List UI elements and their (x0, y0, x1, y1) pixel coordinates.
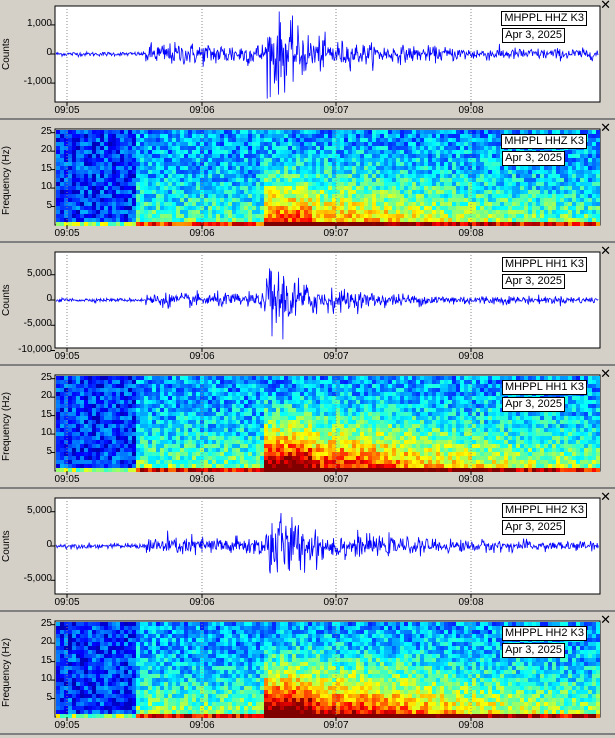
x-tick-label: 09:05 (54, 351, 80, 362)
y-tick-label: 10 (40, 673, 52, 685)
spectrogram-chart (51, 374, 601, 475)
y-tick-label: 5 (46, 445, 52, 457)
x-tick-label: 09:06 (189, 228, 215, 239)
x-tick-label: 09:06 (189, 597, 215, 608)
spectrogram-cells (56, 376, 600, 472)
spectrogram-panel: Frequency (Hz) 25 20 15 10 5 09:05 09:06 09:07 09… (0, 613, 615, 735)
y-tick-label: 20 (40, 636, 52, 648)
y-tick-label: 15 (40, 162, 52, 174)
y-tick-label: 10 (40, 181, 52, 193)
station-label: MHPPL HH2 K3 (501, 503, 587, 518)
y-tick-label: -1,000 (23, 76, 52, 88)
y-tick-label: 15 (40, 408, 52, 420)
station-label: MHPPL HH2 K3 (501, 626, 587, 641)
y-tick-label: 0 (46, 293, 52, 304)
x-tick-label: 09:07 (323, 720, 349, 731)
y-tick-label: -5,000 (23, 318, 52, 330)
waveform-trace (55, 268, 599, 340)
y-tick-label: 5 (46, 691, 52, 703)
x-tick-label: 09:06 (189, 351, 215, 362)
y-tick-label: 1,000 (26, 17, 52, 29)
waveform-panel: Counts 5,000 0 -5,000 -10,000 09:05 09:06 09:07… (0, 244, 615, 366)
close-icon[interactable]: ✕ (600, 613, 611, 628)
x-tick-label: 09:08 (458, 720, 484, 731)
x-tick-label: 09:08 (458, 105, 484, 116)
y-tick-label: -5,000 (23, 573, 52, 585)
x-tick-label: 09:05 (54, 474, 80, 485)
waveform-trace (55, 512, 599, 574)
date-label: Apr 3, 2025 (502, 643, 565, 658)
date-label: Apr 3, 2025 (502, 151, 565, 166)
y-tick-label: -10,000 (18, 343, 52, 355)
y-tick-label: 25 (40, 371, 52, 383)
y-tick-label: 20 (40, 144, 52, 156)
close-icon[interactable]: ✕ (600, 121, 611, 136)
x-tick-label: 09:05 (54, 597, 80, 608)
x-tick-label: 09:07 (323, 105, 349, 116)
station-label: MHPPL HHZ K3 (501, 11, 587, 26)
date-label: Apr 3, 2025 (502, 274, 565, 289)
station-label: MHPPL HH1 K3 (501, 380, 587, 395)
close-icon[interactable]: ✕ (600, 490, 611, 505)
y-tick-label: 5 (46, 199, 52, 211)
close-icon[interactable]: ✕ (600, 367, 611, 382)
waveform-panel: Counts 5,000 0 -5,000 09:05 09:06 09:07 09:08 MH… (0, 490, 615, 612)
station-label: MHPPL HH1 K3 (501, 257, 587, 272)
x-tick-label: 09:05 (54, 228, 80, 239)
waveform-panel: Counts 1,000 0 -1,000 09:05 09:06 09:07 09:08 MH… (0, 0, 615, 120)
spectrogram-panel: Frequency (Hz) 25 20 15 10 5 09:05 09:06 09:07 09… (0, 367, 615, 489)
spectrogram-chart (51, 128, 601, 229)
spectrogram-cells (56, 130, 600, 226)
x-tick-label: 09:08 (458, 228, 484, 239)
date-label: Apr 3, 2025 (502, 28, 565, 43)
x-tick-label: 09:05 (54, 720, 80, 731)
x-tick-label: 09:08 (458, 474, 484, 485)
y-tick-label: 25 (40, 125, 52, 137)
date-label: Apr 3, 2025 (502, 397, 565, 412)
y-tick-label: 5,000 (26, 504, 52, 516)
close-icon[interactable]: ✕ (600, 0, 611, 13)
x-tick-label: 09:07 (323, 597, 349, 608)
spectrogram-panel: Frequency (Hz) 25 20 15 10 5 09:05 09:06 09:07 09… (0, 121, 615, 243)
y-tick-label: 25 (40, 617, 52, 629)
x-tick-label: 09:07 (323, 351, 349, 362)
y-tick-label: 5,000 (26, 267, 52, 279)
x-tick-label: 09:08 (458, 351, 484, 362)
y-tick-label: 15 (40, 654, 52, 666)
y-tick-label: 0 (46, 47, 52, 58)
x-tick-label: 09:05 (54, 105, 80, 116)
close-icon[interactable]: ✕ (600, 244, 611, 259)
x-tick-label: 09:07 (323, 228, 349, 239)
y-tick-label: 10 (40, 427, 52, 439)
x-tick-label: 09:06 (189, 474, 215, 485)
x-tick-label: 09:07 (323, 474, 349, 485)
x-tick-label: 09:08 (458, 597, 484, 608)
x-tick-label: 09:06 (189, 105, 215, 116)
y-tick-label: 0 (46, 539, 52, 550)
date-label: Apr 3, 2025 (502, 520, 565, 535)
waveform-trace (55, 11, 599, 99)
station-label: MHPPL HHZ K3 (501, 134, 587, 149)
y-tick-label: 20 (40, 390, 52, 402)
x-tick-label: 09:06 (189, 720, 215, 731)
